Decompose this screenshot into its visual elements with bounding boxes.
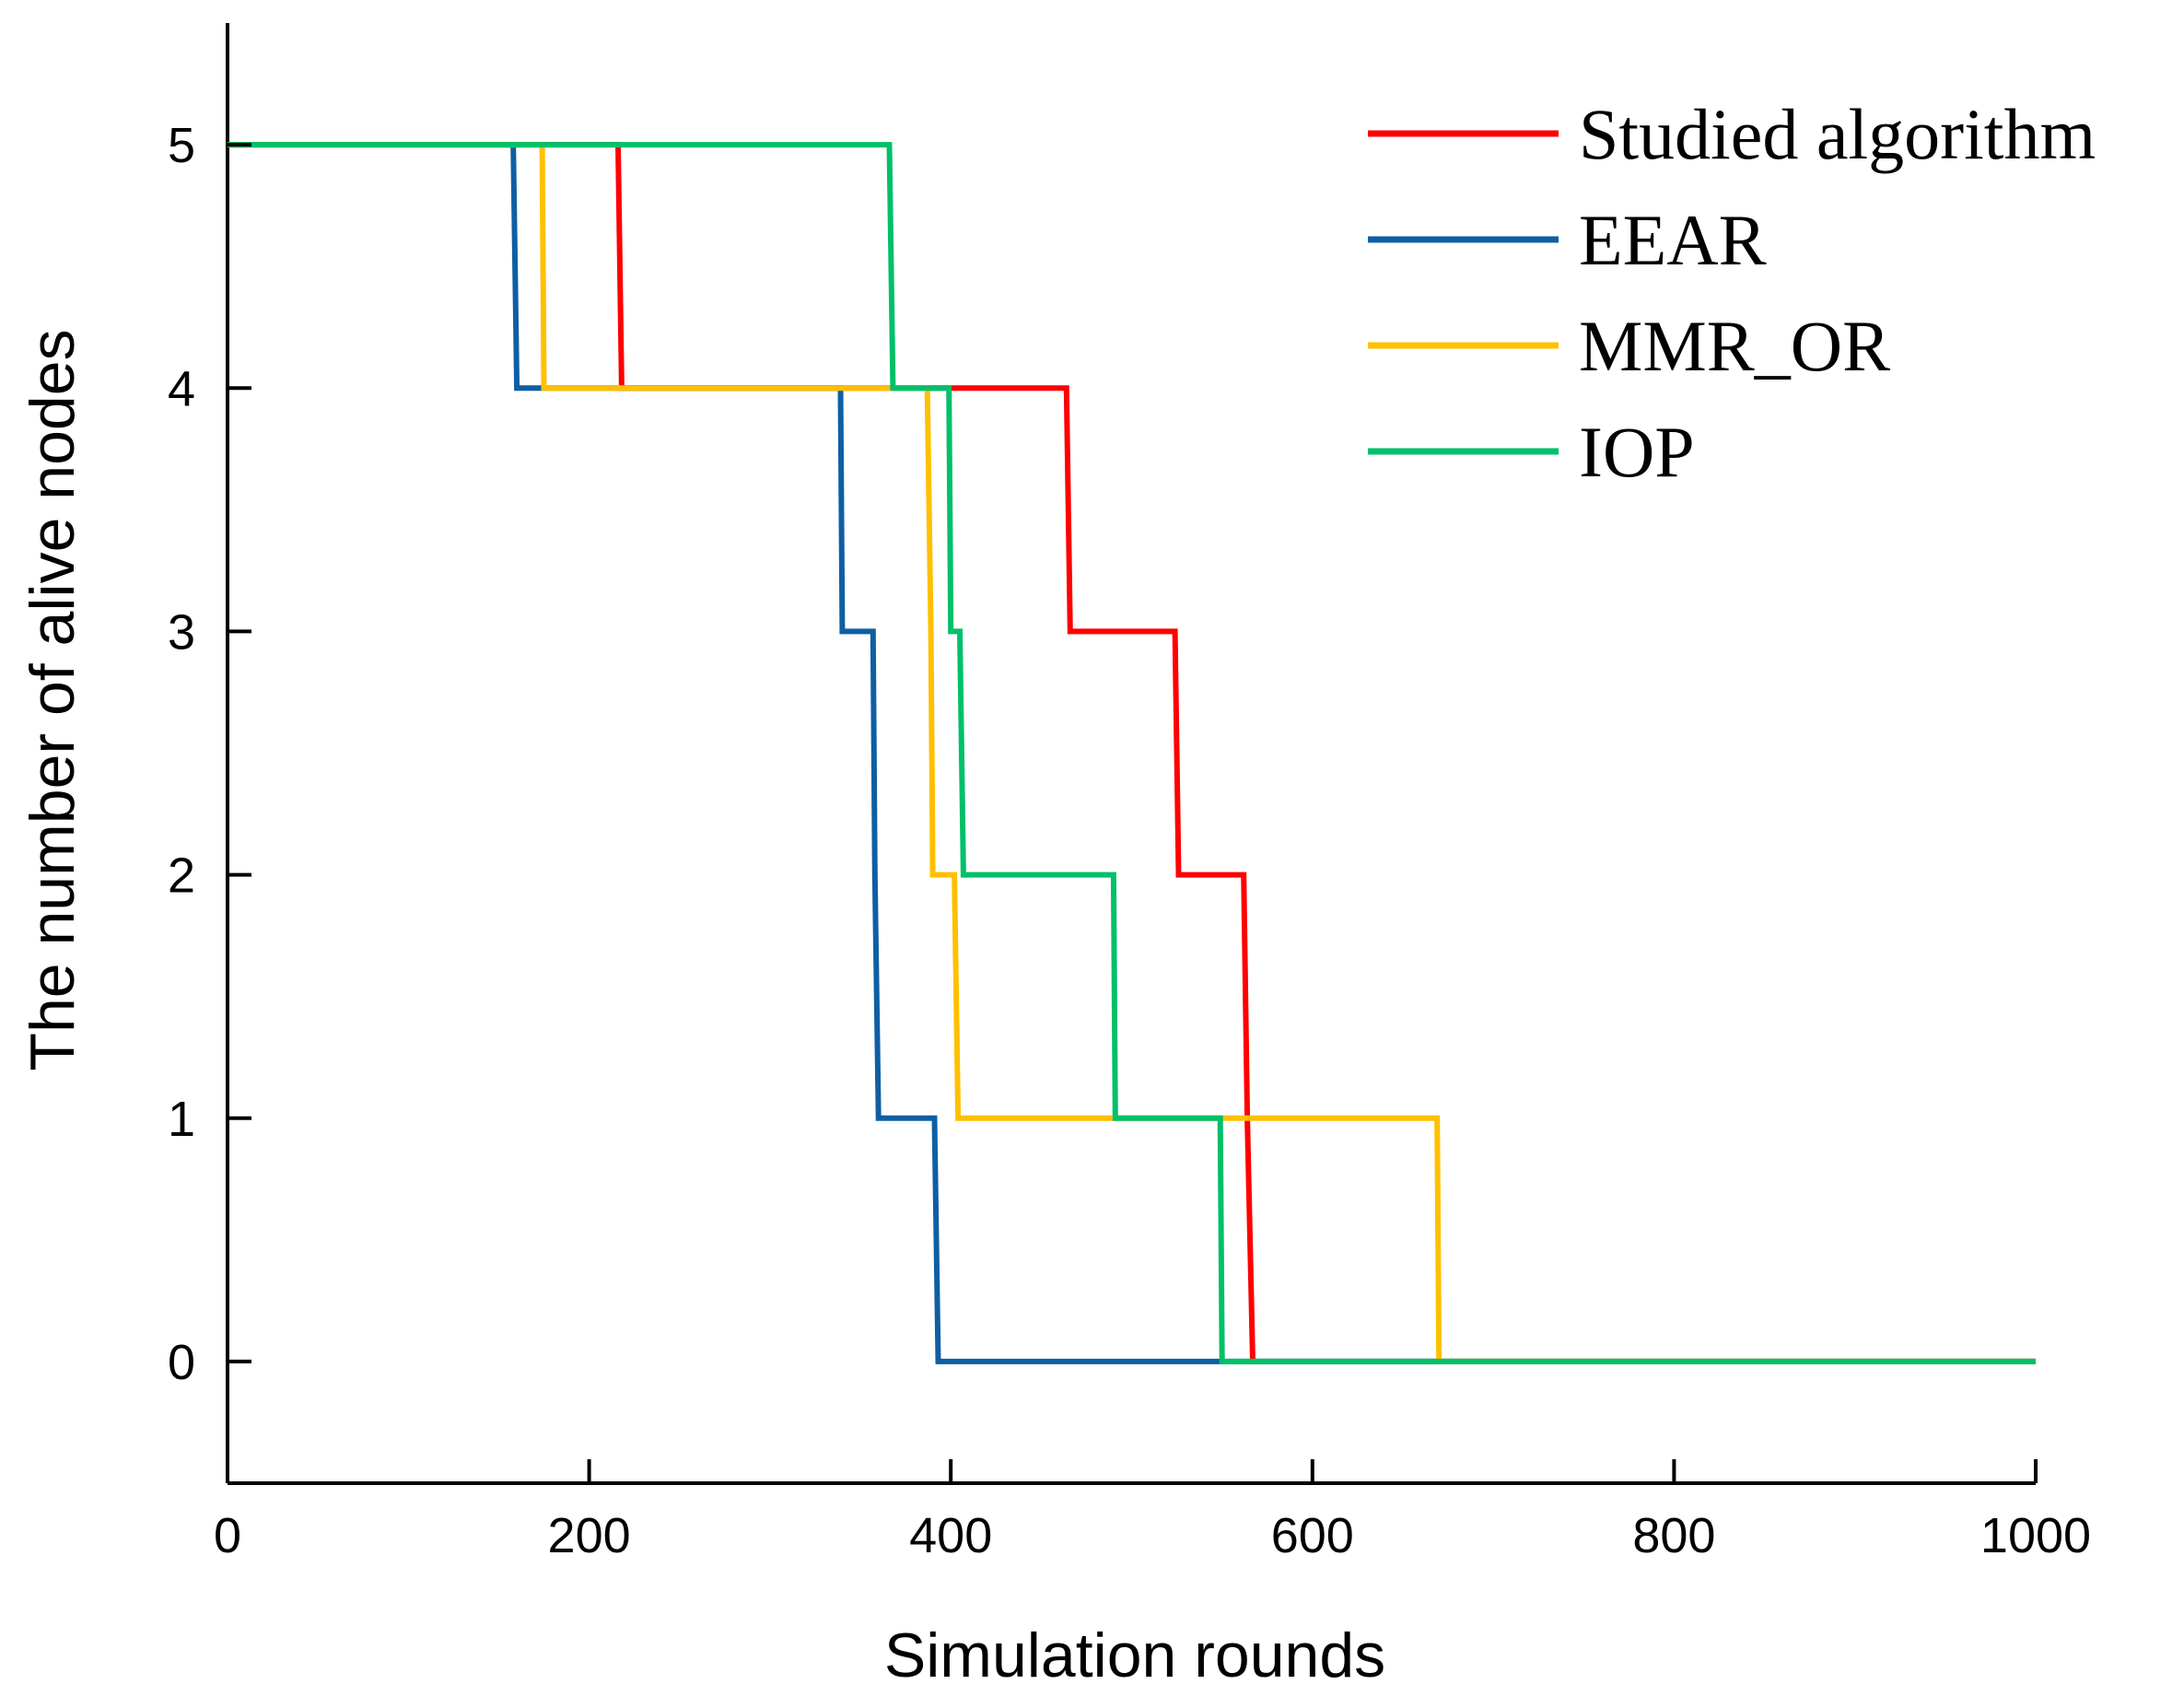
y-tick-label: 0: [168, 1335, 195, 1390]
x-axis-title: Simulation rounds: [884, 1620, 1385, 1690]
x-tick-label: 800: [1632, 1508, 1715, 1563]
y-ticks: 0 1 2 3 4 5: [168, 118, 251, 1390]
x-tick-label: 400: [909, 1508, 992, 1563]
series-line-eear: [228, 142, 2036, 1364]
y-tick-label: 1: [168, 1092, 195, 1147]
series-line-studied-algorithm: [228, 142, 2036, 1364]
x-ticks: 0 200 400 600 800 1000: [214, 1459, 2091, 1563]
legend-label-eear: EEAR: [1579, 200, 1767, 280]
y-tick-label: 2: [168, 848, 195, 904]
legend-label-studied-algorithm: Studied algorithm: [1579, 94, 2096, 174]
y-tick-label: 3: [168, 604, 195, 660]
legend-label-mmr-or: MMR_OR: [1579, 306, 1890, 386]
y-tick-label: 5: [168, 118, 195, 173]
legend-label-iop: IOP: [1579, 412, 1695, 492]
series-line-iop: [228, 142, 2036, 1364]
axes: [226, 23, 2036, 1485]
x-tick-label: 600: [1271, 1508, 1354, 1563]
legend: Studied algorithm EEAR MMR_OR IOP: [1368, 94, 2096, 492]
y-tick-label: 4: [168, 361, 195, 416]
x-tick-label: 200: [548, 1508, 631, 1563]
plot-lines: [228, 142, 2036, 1364]
series-line-mmr-or: [228, 142, 2036, 1364]
x-tick-label: 1000: [1980, 1508, 2091, 1563]
x-tick-label: 0: [214, 1508, 241, 1563]
y-axis-title: The number of alive nodes: [18, 329, 88, 1070]
